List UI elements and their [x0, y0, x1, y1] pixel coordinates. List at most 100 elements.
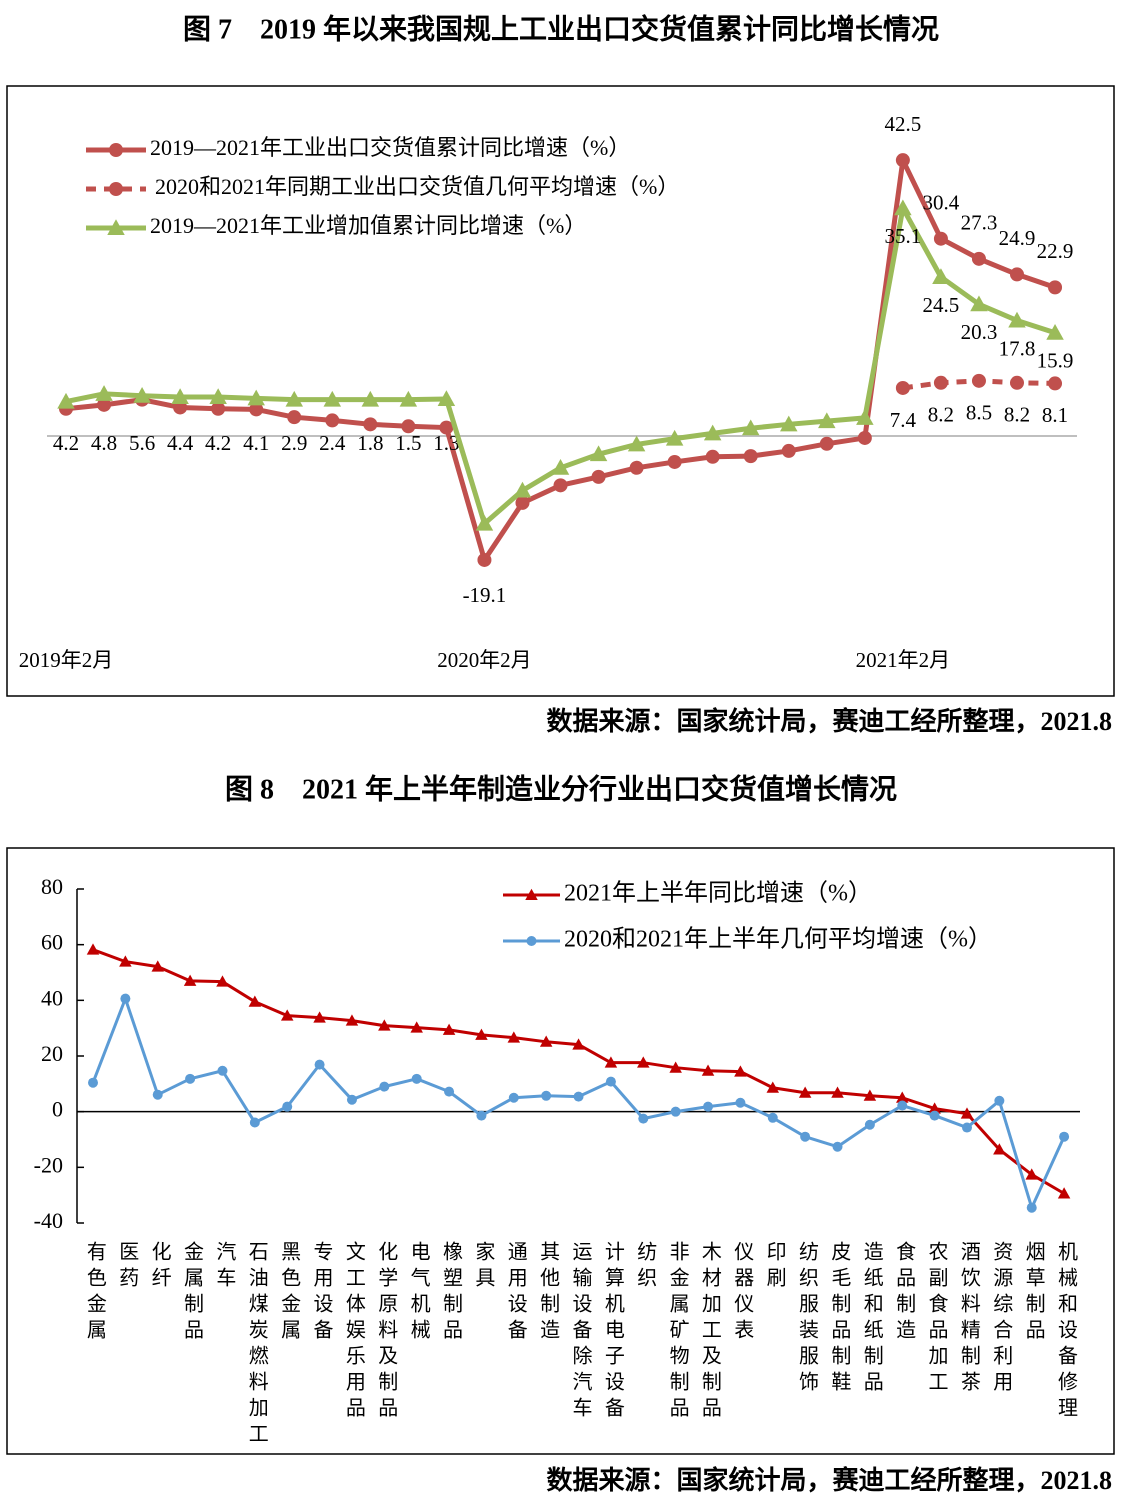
data-marker: [767, 1112, 778, 1123]
data-label: 2.4: [319, 431, 346, 455]
x-tick-label: 仪器仪表: [731, 1241, 754, 1345]
data-label: 17.8: [999, 336, 1036, 360]
series-line: [92, 948, 1065, 1195]
data-marker: [743, 449, 758, 464]
data-label: 4.4: [167, 431, 194, 455]
data-marker: [119, 955, 132, 967]
x-tick-label: 纺织服装服饰: [796, 1241, 819, 1397]
data-marker: [282, 1101, 293, 1112]
x-tick-label: 资源综合利用: [990, 1241, 1013, 1397]
data-label: 35.1: [885, 224, 922, 248]
data-marker: [933, 231, 948, 246]
data-marker: [864, 1119, 875, 1130]
data-marker: [971, 251, 986, 266]
data-marker: [1048, 376, 1063, 391]
data-marker: [629, 460, 644, 475]
data-label: 24.9: [999, 226, 1036, 250]
x-tick-label: 农副食品加工: [925, 1241, 948, 1397]
data-marker: [994, 1095, 1005, 1106]
data-marker: [572, 1038, 585, 1050]
x-tick-label: 酒饮料精制茶: [957, 1241, 980, 1397]
data-marker: [1026, 1202, 1037, 1213]
x-tick-label: 专用设备: [310, 1241, 333, 1345]
x-tick-label: 2020年2月: [437, 648, 532, 672]
x-tick-label: 石油煤炭燃料加工: [245, 1241, 268, 1449]
x-tick-label: 印刷: [763, 1241, 786, 1293]
data-marker: [183, 974, 197, 986]
data-marker: [856, 409, 874, 425]
data-marker: [361, 390, 380, 407]
data-marker: [216, 975, 229, 987]
x-tick-label: 有色金属: [83, 1241, 106, 1345]
data-marker: [971, 373, 986, 388]
data-marker: [346, 1094, 357, 1105]
legend-label: 2020和2021年同期工业出口交货值几何平均增速（%）: [155, 174, 679, 199]
data-marker: [314, 1059, 325, 1070]
data-label: 8.2: [1004, 403, 1030, 427]
data-marker: [248, 995, 262, 1007]
data-marker: [313, 1011, 326, 1023]
data-marker: [573, 1091, 584, 1102]
x-tick-label: 金属制品: [181, 1241, 204, 1345]
data-marker: [1010, 267, 1024, 282]
data-marker: [832, 1141, 843, 1152]
x-tick-label: 其他制造: [537, 1241, 560, 1345]
data-marker: [133, 387, 151, 403]
data-marker: [703, 424, 722, 441]
x-tick-label: 橡塑制品: [439, 1241, 462, 1345]
data-marker: [589, 445, 608, 462]
data-marker: [961, 1122, 972, 1133]
x-tick-label: 电气机械: [407, 1241, 430, 1345]
x-tick-label: 文工体娱乐用品: [342, 1241, 365, 1423]
y-tick-label: -20: [34, 1152, 63, 1177]
x-tick-label: 食品制造: [893, 1241, 916, 1345]
data-label: 8.5: [966, 401, 992, 425]
data-marker: [831, 1086, 844, 1098]
data-marker: [378, 1019, 391, 1031]
data-marker: [209, 388, 227, 405]
data-marker: [638, 1113, 649, 1124]
x-tick-label: 汽车: [213, 1241, 236, 1293]
data-label: 15.9: [1037, 349, 1074, 373]
data-marker: [1010, 375, 1024, 390]
x-tick-label: 2019年2月: [19, 648, 114, 672]
data-marker: [410, 1021, 423, 1033]
data-marker: [217, 1065, 228, 1076]
data-label: 1.5: [395, 431, 421, 455]
x-tick-label: 家具: [472, 1241, 495, 1293]
data-label: 4.1: [243, 431, 269, 455]
data-marker: [863, 1089, 877, 1101]
x-tick-label: 2021年2月: [856, 648, 951, 672]
data-marker: [734, 1065, 747, 1077]
x-tick-label: 木材加工及制品: [698, 1241, 721, 1423]
y-tick-label: 60: [41, 930, 63, 955]
data-marker: [325, 413, 340, 428]
data-marker: [818, 412, 836, 429]
data-marker: [211, 401, 226, 416]
data-marker: [701, 1064, 715, 1076]
data-marker: [1046, 324, 1064, 340]
data-marker: [800, 1131, 811, 1142]
data-marker: [249, 1117, 260, 1128]
data-marker: [665, 429, 684, 446]
data-marker: [437, 390, 456, 407]
source-note: 数据来源：国家统计局，赛迪工经所整理，2021.8: [546, 706, 1112, 736]
source-note: 数据来源：国家统计局，赛迪工经所整理，2021.8: [546, 1465, 1112, 1495]
data-label: 8.2: [928, 403, 954, 427]
data-marker: [896, 1091, 909, 1103]
data-marker: [285, 390, 303, 407]
data-marker: [1008, 311, 1026, 328]
data-marker: [1025, 1168, 1038, 1180]
data-marker: [993, 1143, 1006, 1155]
data-marker: [477, 552, 492, 567]
data-marker: [551, 459, 570, 475]
data-marker: [86, 943, 100, 955]
data-marker: [670, 1106, 681, 1117]
data-marker: [819, 436, 834, 451]
data-marker: [475, 1028, 488, 1040]
legend-label: 2021年上半年同比增速（%）: [564, 880, 872, 907]
data-marker: [513, 481, 532, 498]
data-marker: [932, 268, 950, 284]
data-marker: [766, 1081, 780, 1093]
